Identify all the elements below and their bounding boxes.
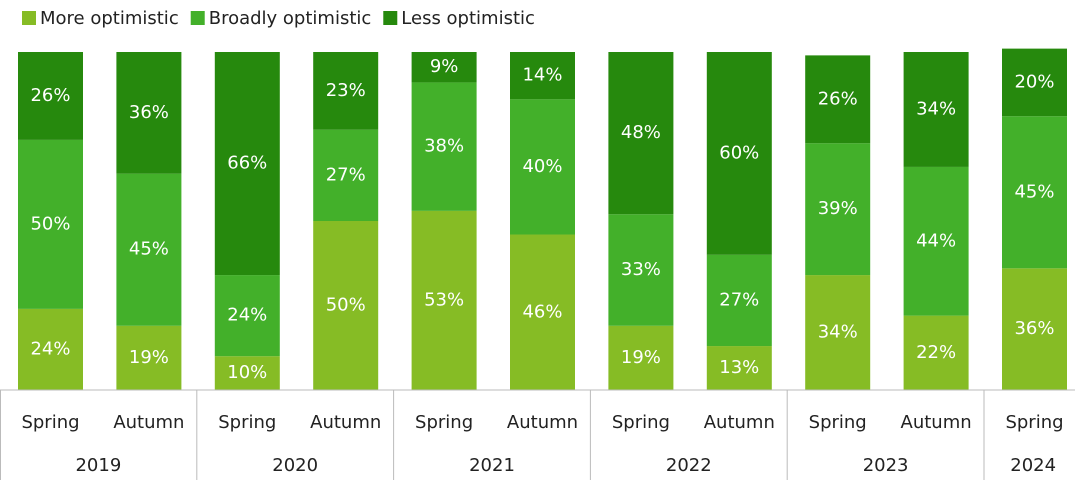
data-label: 50% (326, 295, 366, 316)
data-label: 24% (30, 338, 70, 359)
bar-segment (411, 52, 477, 83)
data-label: 50% (30, 213, 70, 234)
bar-segment (903, 315, 969, 390)
data-label: 23% (326, 80, 366, 101)
bar-segment (18, 52, 83, 140)
bar-segment (214, 275, 280, 357)
legend-swatch (383, 11, 398, 25)
bar-segment (116, 52, 182, 174)
x-tick-label: Spring (1005, 412, 1063, 433)
data-label: 26% (30, 85, 70, 106)
data-label: 39% (818, 198, 858, 219)
legend-swatch (190, 11, 205, 25)
bar-segment (214, 356, 280, 390)
data-label: 53% (424, 289, 464, 310)
bar-segment (706, 346, 772, 390)
data-label: 46% (522, 301, 562, 322)
bar-segment (116, 173, 182, 326)
data-label: 36% (129, 102, 169, 123)
data-label: 13% (719, 357, 759, 378)
x-tick-label: Spring (21, 412, 79, 433)
data-label: 34% (818, 322, 858, 343)
data-label: 34% (916, 98, 956, 119)
x-tick-label: Autumn (901, 412, 972, 433)
data-label: 20% (1014, 71, 1054, 92)
data-label: 44% (916, 230, 956, 251)
bar-segment (608, 52, 674, 215)
data-label: 40% (522, 156, 562, 177)
data-label: 27% (326, 164, 366, 185)
data-label: 38% (424, 136, 464, 157)
group-label: 2023 (863, 455, 909, 476)
bar-segment (214, 52, 280, 276)
bar-segment (706, 254, 772, 347)
x-tick-label: Autumn (310, 412, 381, 433)
data-label: 66% (227, 153, 267, 174)
data-label: 33% (621, 259, 661, 280)
bar-segment (510, 234, 575, 390)
legend-swatch (22, 11, 36, 25)
bar-segment (411, 210, 477, 390)
bar-segment (805, 143, 871, 276)
bar-segment (313, 52, 379, 130)
x-tick-label: Spring (218, 412, 276, 433)
data-label: 14% (522, 65, 562, 86)
bar-segment (510, 99, 575, 235)
group-label: 2022 (666, 455, 712, 476)
bar-segment (18, 139, 83, 309)
data-label: 48% (621, 122, 661, 143)
legend-label: More optimistic (40, 8, 179, 29)
bar-segment (805, 55, 871, 144)
bar-segment (313, 129, 379, 221)
bar-segment (411, 82, 477, 211)
bar-segment (18, 308, 83, 390)
bar-segment (608, 214, 674, 326)
bar-segment (706, 52, 772, 255)
legend-label: Less optimistic (401, 8, 535, 29)
data-label: 10% (227, 362, 267, 383)
group-label: 2020 (272, 455, 318, 476)
group-label: 2019 (75, 455, 121, 476)
x-tick-label: Autumn (507, 412, 578, 433)
bar-segment (116, 325, 182, 390)
data-label: 9% (430, 56, 459, 77)
bar-segment (903, 52, 969, 167)
bar-segment (1002, 116, 1067, 269)
x-tick-label: Spring (415, 412, 473, 433)
group-label: 2024 (1010, 455, 1056, 476)
x-tick-label: Autumn (704, 412, 775, 433)
data-label: 27% (719, 289, 759, 310)
data-label: 19% (129, 347, 169, 368)
bar-segment (608, 325, 674, 390)
legend-label: Broadly optimistic (209, 8, 372, 29)
x-tick-label: Spring (809, 412, 867, 433)
bar-segment (313, 221, 379, 390)
data-label: 26% (818, 88, 858, 109)
data-label: 45% (129, 239, 169, 260)
data-label: 22% (916, 342, 956, 363)
data-label: 19% (621, 347, 661, 368)
x-tick-label: Autumn (113, 412, 184, 433)
data-label: 24% (227, 305, 267, 326)
data-label: 36% (1014, 318, 1054, 339)
bar-segment (805, 275, 871, 390)
group-label: 2021 (469, 455, 515, 476)
x-tick-label: Spring (612, 412, 670, 433)
bar-segment (1002, 268, 1067, 390)
data-label: 60% (719, 142, 759, 163)
data-label: 45% (1014, 181, 1054, 202)
bar-segment (510, 52, 575, 100)
bar-segment (903, 166, 969, 316)
bar-segment (1002, 48, 1067, 117)
